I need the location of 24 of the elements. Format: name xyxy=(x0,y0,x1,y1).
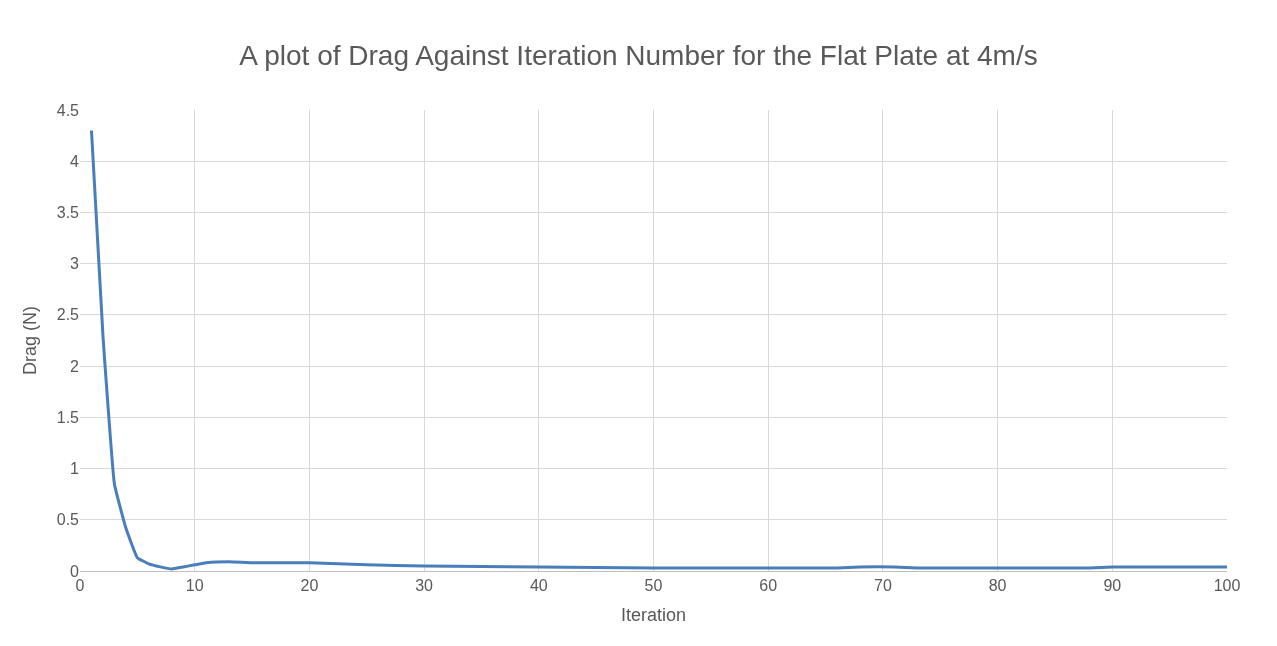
y-tick-label: 4 xyxy=(70,152,80,170)
y-tick-label: 0.5 xyxy=(56,511,80,529)
x-tick-label: 80 xyxy=(988,577,1007,595)
y-tick-label: 1 xyxy=(70,460,80,478)
x-tick-label: 100 xyxy=(1213,577,1241,595)
y-tick-label: 3 xyxy=(70,255,80,273)
line-series xyxy=(89,128,1227,571)
x-tick-label: 60 xyxy=(759,577,778,595)
x-axis-title: Iteration xyxy=(620,605,687,626)
x-tick-label: 20 xyxy=(300,577,319,595)
x-tick-label: 30 xyxy=(415,577,434,595)
y-tick-label: 2.5 xyxy=(56,306,80,324)
y-tick-label: 1.5 xyxy=(56,408,80,426)
y-tick-label: 0 xyxy=(70,562,80,580)
x-tick-label: 10 xyxy=(185,577,204,595)
x-tick-label: 40 xyxy=(529,577,548,595)
y-tick-label: 2 xyxy=(70,357,80,375)
x-tick-label: 70 xyxy=(874,577,892,595)
x-tick-label: 50 xyxy=(644,577,663,595)
y-axis-title: Drag (N) xyxy=(19,305,40,376)
chart-title: A plot of Drag Against Iteration Number for the Flat Plate at 4m/s xyxy=(239,39,1038,71)
x-tick-label: 90 xyxy=(1103,577,1122,595)
y-tick-label: 3.5 xyxy=(56,204,80,222)
y-tick-label: 4.5 xyxy=(56,101,80,119)
